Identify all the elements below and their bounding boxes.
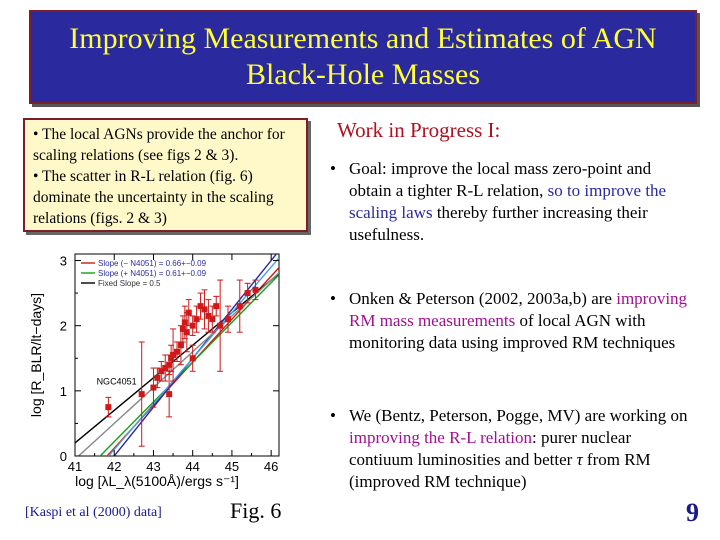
point-marker — [154, 374, 161, 381]
note-line-scatter: • The scatter in R-L relation (fig. 6) d… — [33, 168, 274, 227]
we-text-post1: : purer nuclear contiuum luminosities an… — [349, 428, 632, 469]
point-marker — [201, 306, 208, 313]
bullet-goal: • Goal: improve the local mass zero-poin… — [330, 158, 690, 246]
bullet-dot-icon: • — [330, 289, 336, 308]
we-text-highlight: improving the R-L relation — [349, 428, 533, 447]
goal-text-highlight: so to improve the scaling laws — [349, 181, 667, 222]
bullet-we: • We (Bentz, Peterson, Pogge, MV) are wo… — [330, 405, 690, 493]
we-text-pre: We (Bentz, Peterson, Pogge, MV) are work… — [349, 406, 688, 425]
ngc4051-annotation: NGC4051 — [97, 376, 137, 386]
point-marker — [162, 365, 169, 372]
data-point-28 — [166, 370, 173, 418]
r-l-relation-plot: 41 42 43 44 45 46 0 1 2 3 Slope (− N4051) = 0.66+… — [28, 253, 280, 489]
x-tick-label: 42 — [107, 459, 121, 474]
data-points — [105, 279, 259, 447]
onken-text-highlight: improving RM mass measurements — [349, 289, 688, 330]
data-point-22 — [217, 279, 224, 372]
bullet-onken: • Onken & Peterson (2002, 2003a,b) are i… — [330, 288, 690, 354]
x-tick-label: 45 — [225, 459, 239, 474]
data-point-9 — [174, 341, 180, 363]
point-marker — [174, 348, 180, 355]
y-tick-label: 1 — [60, 384, 67, 399]
x-tick-label: 46 — [264, 459, 278, 474]
point-marker — [138, 391, 145, 398]
data-point-10 — [177, 325, 184, 366]
y-tick-label: 2 — [60, 319, 67, 334]
legend-entry-2: Fixed Slope = 0.5 — [98, 279, 161, 288]
goal-text-pre: Goal: improve the local mass zero-point … — [349, 159, 652, 200]
data-point-21 — [213, 295, 220, 317]
page-number: 9 — [686, 498, 699, 527]
point-marker — [170, 352, 177, 358]
point-marker — [225, 316, 231, 323]
data-point-17 — [197, 292, 204, 320]
x-tick-label: 44 — [185, 459, 199, 474]
data-point-24 — [236, 279, 243, 333]
data-point-18 — [201, 289, 208, 330]
data-point-1 — [138, 341, 145, 447]
x-axis-label: log [λL_λ(5100Å)/ergs s⁻¹] — [75, 473, 239, 489]
data-point-8 — [170, 328, 177, 382]
point-marker — [197, 303, 204, 310]
point-marker — [150, 384, 157, 391]
bullet-dot-icon: • — [330, 406, 336, 425]
point-marker — [213, 303, 220, 310]
tau-symbol: τ — [576, 450, 583, 469]
fit-line-4 — [107, 257, 279, 456]
point-marker — [185, 309, 192, 316]
we-text-post2: from RM (improved RM technique) — [349, 450, 651, 491]
legend-entry-0: Slope (− N4051) = 0.66+−0.09 — [98, 259, 207, 268]
slide-title-box: Improving Measurements and Estimates of … — [29, 10, 697, 104]
y-axis-label: log [R_BLR/lt−days] — [28, 293, 44, 417]
point-marker — [181, 319, 188, 326]
data-point-26 — [252, 279, 259, 301]
work-in-progress-heading: Work in Progress I: — [337, 118, 501, 142]
anchor-note-box: • The local AGNs provide the anchor for … — [23, 118, 308, 232]
slide-title: Improving Measurements and Estimates of … — [69, 22, 657, 91]
point-marker — [205, 312, 212, 319]
note-line-anchor: • The local AGNs provide the anchor for … — [33, 126, 285, 164]
figure-label: Fig. 6 — [230, 498, 282, 523]
x-tick-label: 43 — [146, 459, 160, 474]
axis-ticks: 41 42 43 44 45 46 0 1 2 3 — [60, 254, 279, 474]
onken-text-pre: Onken & Peterson (2002, 2003a,b) are — [349, 289, 617, 308]
point-marker — [168, 355, 175, 362]
data-source-caption: [Kaspi et al (2000) data] — [25, 505, 162, 520]
fit-line-5 — [77, 272, 279, 456]
point-marker — [189, 355, 196, 362]
point-marker — [166, 361, 173, 368]
point-marker — [177, 342, 184, 349]
data-point-23 — [225, 305, 231, 333]
data-point-0 — [105, 396, 112, 418]
data-point-3 — [154, 367, 161, 389]
point-marker — [193, 316, 200, 323]
point-marker — [252, 286, 259, 293]
data-point-27 — [189, 344, 196, 372]
point-marker — [183, 329, 190, 336]
point-marker — [166, 391, 173, 398]
point-marker — [244, 290, 251, 297]
onken-text-post: of local AGN with monitoring data using … — [349, 311, 676, 352]
bullet-dot-icon: • — [330, 159, 336, 178]
legend-entry-1: Slope (+ N4051) = 0.61+−0.09 — [98, 269, 207, 278]
point-marker — [158, 368, 165, 375]
point-marker — [179, 325, 186, 332]
point-marker — [105, 404, 112, 411]
point-marker — [236, 303, 243, 310]
data-point-25 — [244, 282, 251, 304]
goal-text-post: thereby further increasing their usefuln… — [349, 203, 648, 244]
point-marker — [209, 316, 216, 323]
y-tick-label: 3 — [60, 254, 67, 269]
point-marker — [217, 322, 224, 329]
data-point-15 — [189, 315, 196, 336]
point-marker — [189, 322, 196, 329]
x-tick-label: 41 — [68, 459, 82, 474]
y-tick-label: 0 — [60, 449, 67, 464]
